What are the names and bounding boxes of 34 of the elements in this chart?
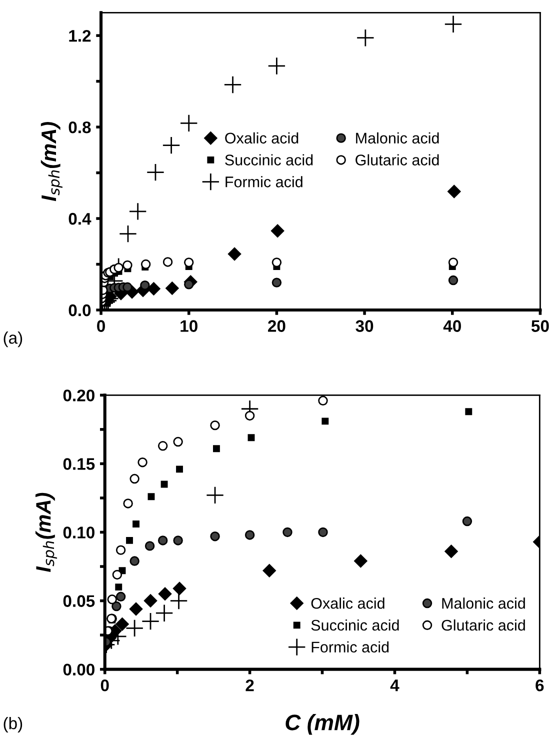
x-tick-label: 20 (268, 320, 286, 332)
x-tick-label: 50 (531, 320, 549, 332)
legend-label: Succinic acid (225, 154, 313, 166)
y-tick-label: 0.15 (63, 458, 95, 470)
legend-label: Formic acid (312, 641, 389, 653)
y-axis-title: I$_{sph}$(mA) (40, 122, 62, 202)
legend-label: Glutaric acid (356, 154, 439, 166)
text: (b) (4, 716, 22, 733)
x-tick-label: 4 (390, 680, 400, 692)
legend-label: Oxalic acid (225, 132, 298, 144)
x-tick-label: 6 (536, 679, 544, 692)
y-tick-label: 0.10 (63, 526, 94, 538)
y-tick-label: 0.05 (63, 595, 95, 607)
x-tick-label: 0 (97, 320, 105, 332)
legend-label: Succinic acid (311, 619, 399, 631)
x-axis-title: C (mM) (286, 714, 360, 735)
legend-label: Oxalic acid (311, 598, 384, 609)
y-tick-label: 0.00 (63, 664, 94, 676)
x-tick-label: 0 (100, 679, 109, 692)
y-axis-title: I$_{sph}$(mA) (35, 492, 58, 572)
legend-label: Malonic acid (356, 132, 439, 144)
x-tick-label: 40 (443, 320, 461, 332)
y-tick-label: 1.2 (69, 30, 91, 42)
legend-label: Glutaric acid (442, 619, 525, 631)
x-tick-label: 30 (356, 320, 374, 332)
x-tick-label: 10 (180, 320, 198, 332)
y-tick-label: 0.4 (68, 212, 92, 225)
text: (a) (4, 332, 22, 348)
x-tick-label: 2 (246, 679, 254, 692)
legend-label: Formic acid (226, 176, 302, 188)
y-tick-label: 0.8 (68, 121, 91, 134)
y-tick-label: 0.0 (68, 304, 91, 316)
legend-label: Malonic acid (442, 598, 525, 609)
y-tick-label: 0.20 (63, 390, 94, 402)
